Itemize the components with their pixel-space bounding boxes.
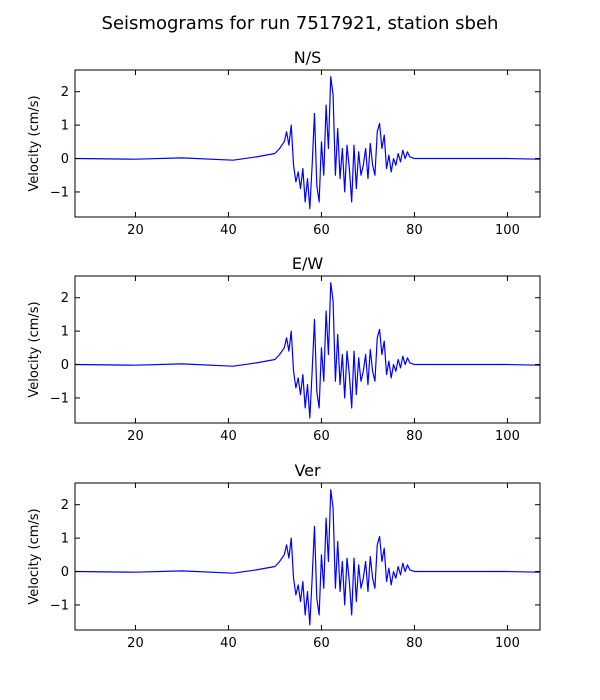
y-tick-label-ns: 1 — [61, 119, 69, 134]
x-tick-label-ns: 60 — [313, 223, 330, 238]
subplot-ns: 20 40 60 80 100 −1 0 1 2 N/S Velocity (cm/s) — [27, 48, 541, 238]
figure-title: Seismograms for run 7517921, station sbe… — [102, 13, 499, 34]
x-tick-label-ver: 20 — [127, 636, 144, 651]
axes-frame-ew — [74, 275, 541, 424]
x-tick-label-ew: 80 — [406, 429, 423, 444]
y-tick-label-ver: 1 — [61, 532, 69, 547]
y-tick-label-ew: 1 — [61, 325, 69, 340]
y-tick-label-ew: 2 — [61, 291, 69, 306]
x-tick-label-ew: 100 — [495, 429, 520, 444]
series-line-ver — [75, 489, 540, 626]
y-axis-label-ver: Velocity (cm/s) — [27, 508, 42, 604]
x-tick-label-ns: 80 — [406, 223, 423, 238]
y-tick-label-ns: 2 — [61, 85, 69, 100]
y-axis-label-ns: Velocity (cm/s) — [27, 95, 42, 191]
subplot-title-ns: N/S — [294, 48, 322, 67]
series-line-ns — [75, 76, 540, 210]
y-tick-label-ew: −1 — [50, 391, 69, 406]
x-tick-label-ver: 40 — [220, 636, 237, 651]
y-axis-label-ew: Velocity (cm/s) — [27, 301, 42, 397]
x-tick-label-ns: 100 — [495, 223, 520, 238]
x-tick-label-ns: 20 — [127, 223, 144, 238]
subplot-ew: 20 40 60 80 100 −1 0 1 2 E/W Velocity (cm/s) — [27, 254, 541, 444]
x-tick-label-ew: 60 — [313, 429, 330, 444]
x-tick-label-ver: 60 — [313, 636, 330, 651]
y-tick-label-ns: 0 — [61, 152, 69, 167]
axes-frame-ns — [74, 69, 541, 218]
axes-frame-ver — [74, 482, 541, 631]
y-tick-label-ver: 2 — [61, 498, 69, 513]
subplot-title-ew: E/W — [292, 254, 324, 273]
x-tick-label-ver: 100 — [495, 636, 520, 651]
x-tick-label-ver: 80 — [406, 636, 423, 651]
series-line-ew — [75, 282, 540, 419]
x-tick-label-ns: 40 — [220, 223, 237, 238]
x-tick-label-ew: 40 — [220, 429, 237, 444]
y-tick-label-ew: 0 — [61, 358, 69, 373]
subplot-ver: 20 40 60 80 100 −1 0 1 2 Ver Velocity (cm/s) — [27, 461, 541, 651]
y-tick-label-ns: −1 — [50, 185, 69, 200]
subplot-title-ver: Ver — [294, 461, 321, 480]
y-tick-label-ver: 0 — [61, 565, 69, 580]
x-tick-label-ew: 20 — [127, 429, 144, 444]
y-tick-label-ver: −1 — [50, 598, 69, 613]
